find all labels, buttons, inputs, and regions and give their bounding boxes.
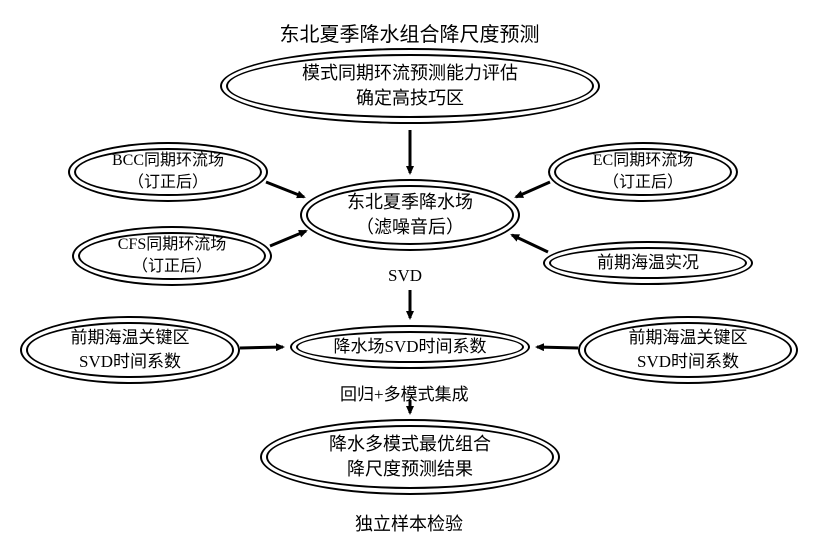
edge-bcc-center1 [266, 182, 304, 197]
node-bcc-label: BCC同期环流场（订正后） [68, 142, 268, 202]
node-top-label: 模式同期环流预测能力评估确定高技巧区 [220, 48, 600, 124]
node-svd_coef-label: 降水场SVD时间系数 [290, 325, 530, 369]
caption-cap_svd: SVD [388, 266, 422, 286]
caption-cap_indep: 独立样本检验 [355, 510, 463, 536]
diagram-title: 东北夏季降水组合降尺度预测 [0, 18, 819, 47]
edge-ec-center1 [516, 182, 550, 197]
node-key_right-label: 前期海温关键区SVD时间系数 [578, 316, 798, 384]
node-key_left-label: 前期海温关键区SVD时间系数 [20, 316, 240, 384]
node-center1-label: 东北夏季降水场（滤噪音后） [300, 179, 520, 251]
node-result-label: 降水多模式最优组合降尺度预测结果 [260, 419, 560, 495]
edge-key_right-svd_coef [537, 347, 578, 348]
node-ec-label: EC同期环流场（订正后） [548, 142, 738, 202]
node-sst_obs-label: 前期海温实况 [543, 241, 753, 285]
edge-key_left-svd_coef [240, 347, 283, 348]
node-cfs-label: CFS同期环流场（订正后） [72, 226, 272, 286]
caption-cap_reg: 回归+多模式集成 [340, 380, 469, 405]
